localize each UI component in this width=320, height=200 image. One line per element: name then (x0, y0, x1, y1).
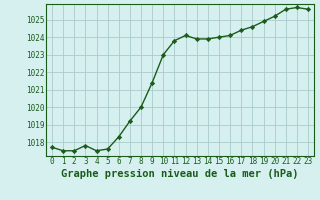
X-axis label: Graphe pression niveau de la mer (hPa): Graphe pression niveau de la mer (hPa) (61, 169, 299, 179)
